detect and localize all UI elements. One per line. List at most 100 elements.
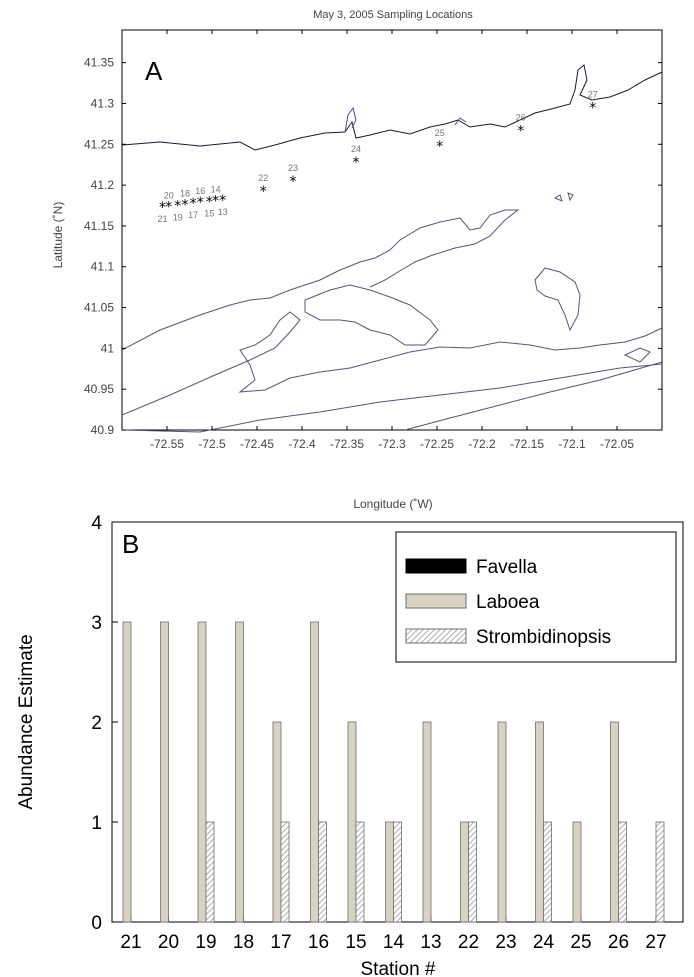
bar-laboea-25 (572, 821, 582, 923)
small-island-1 (553, 194, 563, 202)
small-island-3 (623, 347, 651, 363)
bar-laboea-18 (235, 621, 244, 923)
ocean-shoreline (121, 363, 663, 433)
bar-laboea-21 (122, 621, 132, 923)
bar-x-tick-label: 18 (233, 932, 254, 953)
bar-x-tick-label: 16 (308, 932, 329, 953)
legend-swatch-strombidinopsis (405, 628, 467, 644)
station-label: 24 (351, 144, 361, 154)
station-asterisk-icon: * (206, 194, 213, 210)
station-marker: *13 (218, 193, 228, 217)
bar-x-tick-label: 13 (420, 932, 441, 953)
bar-x-tick-label: 25 (570, 932, 591, 953)
map-x-axis-label: Longitude (˚W) (353, 497, 432, 511)
bar-strombidinopsis-14 (393, 821, 402, 923)
station-label: 16 (195, 186, 205, 196)
station-label: 26 (516, 112, 526, 122)
station-marker: *25 (435, 128, 445, 155)
map-x-tick-label: -72.25 (420, 437, 454, 451)
gardiners-island-coastline (534, 267, 581, 332)
bar-x-ticks: 21 20 19 18 17 16 15 14 13 22 23 24 25 26 27 (120, 917, 667, 953)
bar-strombidinopsis-15 (355, 821, 365, 923)
small-island-2 (567, 192, 574, 202)
map-x-tick-label: -72.2 (468, 437, 496, 451)
map-x-tick-label: -72.55 (150, 437, 184, 451)
map-y-tick-label: 41 (101, 341, 115, 355)
station-asterisk-icon: * (260, 184, 267, 200)
station-label: 22 (258, 173, 268, 183)
station-asterisk-icon: * (290, 174, 297, 190)
station-asterisk-icon: * (436, 139, 443, 155)
station-marker: *16 (195, 186, 205, 211)
station-label: 13 (218, 207, 228, 217)
station-marker: *21 (157, 200, 167, 224)
station-marker: *15 (204, 194, 214, 218)
station-marker: *18 (180, 189, 190, 214)
map-panel: May 3, 2005 Sampling Locations A -72.55 -… (51, 9, 663, 511)
legend-label-favella: Favella (476, 557, 538, 578)
bar-x-tick-label: 15 (345, 932, 366, 953)
station-asterisk-icon: * (197, 195, 204, 211)
station-asterisk-icon: * (353, 155, 360, 171)
map-x-tick-label: -72.1 (558, 437, 586, 451)
map-x-tick-label: -72.05 (600, 437, 634, 451)
station-asterisk-icon: * (212, 194, 219, 210)
map-y-tick-label: 41.35 (84, 56, 114, 70)
station-label: 27 (588, 90, 598, 100)
legend-label-strombidinopsis: Strombidinopsis (476, 627, 611, 648)
bar-y-tick-label: 3 (91, 613, 102, 634)
north-shore-inlet-2 (454, 117, 467, 126)
chart-y-axis-label: Abundance Estimate (16, 634, 37, 809)
station-label: 23 (288, 163, 298, 173)
legend: Favella Laboea Strombidinopsis (395, 531, 677, 663)
station-label: 20 (164, 190, 174, 200)
bar-x-tick-label: 14 (383, 932, 405, 953)
map-y-tick-label: 41.1 (91, 260, 115, 274)
map-x-tick-label: -72.3 (378, 437, 406, 451)
bar-x-tick-label: 20 (158, 932, 179, 953)
bar-x-tick-label: 23 (495, 932, 516, 953)
bar-strombidinopsis-22 (468, 821, 477, 923)
bar-x-tick-label: 22 (458, 932, 479, 953)
station-markers: *21*20*19*18*17*16*15*14*13*22 *23 *24 *25 *… (157, 90, 597, 225)
station-marker: *23 (288, 163, 298, 190)
station-asterisk-icon: * (165, 199, 172, 215)
bar-laboea-14 (385, 821, 394, 923)
bar-x-tick-label: 19 (195, 932, 216, 953)
bar-x-tick-label: 17 (270, 932, 291, 953)
bar-laboea-20 (160, 621, 169, 923)
map-y-tick-label: 41.15 (84, 219, 114, 233)
station-marker: *17 (188, 196, 198, 220)
shelter-island-coastline (304, 284, 439, 346)
bar-y-tick-label: 0 (91, 913, 102, 934)
montauk-coastline (404, 361, 663, 431)
bar-laboea-13 (422, 721, 432, 923)
station-asterisk-icon: * (182, 198, 189, 214)
bar-strombidinopsis-16 (318, 821, 327, 923)
map-title: May 3, 2005 Sampling Locations (313, 9, 473, 21)
map-x-ticks: -72.55 -72.5 -72.45 -72.4 -72.35 -72.3 -72.25-… (150, 30, 634, 451)
legend-label-laboea: Laboea (476, 592, 540, 613)
map-x-tick-label: -72.15 (510, 437, 544, 451)
station-marker: *22 (258, 173, 268, 200)
bar-x-tick-label: 24 (533, 932, 555, 953)
station-label: 19 (173, 213, 183, 223)
station-asterisk-icon: * (219, 193, 226, 209)
chart-panel-label: B (122, 529, 139, 559)
station-label: 25 (435, 128, 445, 138)
bar-laboea-15 (347, 721, 357, 923)
station-asterisk-icon: * (174, 199, 181, 215)
map-panel-label: A (145, 56, 163, 86)
bar-y-tick-label: 2 (91, 713, 102, 734)
bar-x-tick-label: 27 (645, 932, 666, 953)
map-y-axis-label: Latitude (˚N) (51, 202, 65, 269)
map-x-tick-label: -72.4 (288, 437, 316, 451)
station-label: 18 (180, 189, 190, 199)
bar-laboea-26 (610, 721, 619, 923)
map-frame (121, 29, 663, 431)
bar-laboea-24 (535, 721, 544, 923)
map-y-tick-label: 41.05 (84, 301, 114, 315)
station-label: 14 (211, 185, 221, 195)
station-asterisk-icon: * (159, 200, 166, 216)
station-asterisk-icon: * (589, 101, 596, 117)
